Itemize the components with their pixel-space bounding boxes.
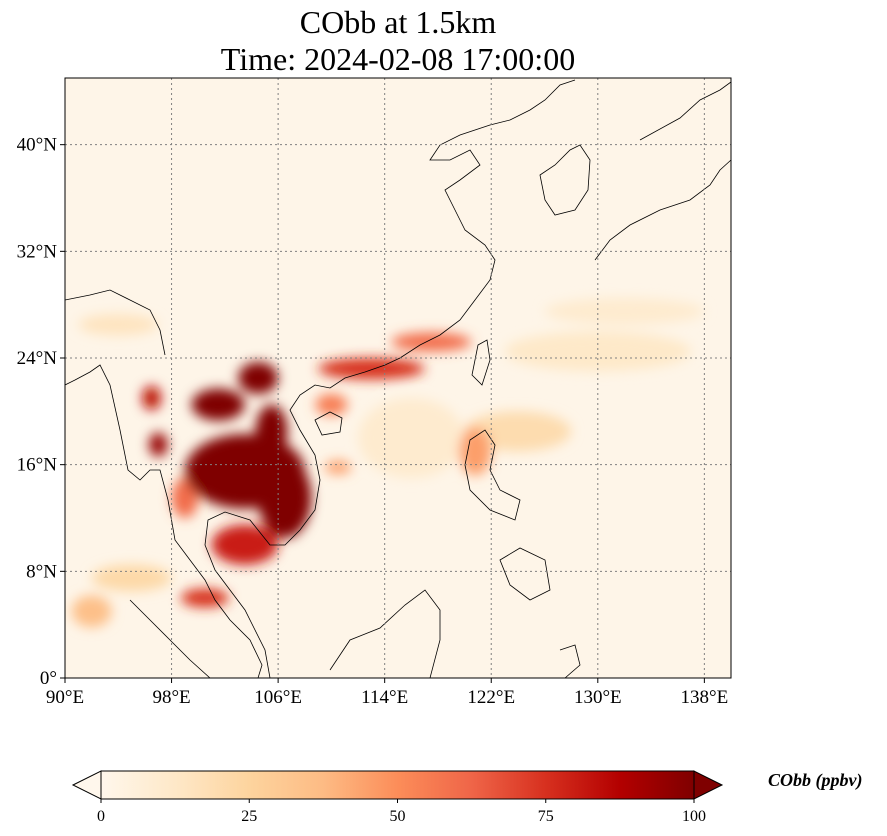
- mainland-coastline: [65, 364, 263, 678]
- concentration-blob: [211, 524, 279, 565]
- concentration-blob: [315, 394, 348, 416]
- longitude-tick-label: 122°E: [467, 687, 515, 708]
- longitude-tick-label: 114°E: [361, 687, 408, 708]
- sulawesi-coastline: [559, 644, 581, 678]
- colorbar-extend-min: [71, 770, 102, 800]
- india-coastline: [65, 289, 166, 356]
- colorbar-tick-label: 0: [97, 808, 105, 825]
- concentration-blob: [255, 404, 288, 459]
- colorbar-tick-label: 25: [241, 808, 257, 825]
- taiwan-coastline: [471, 339, 491, 386]
- coastlines: [65, 79, 731, 678]
- latitude-tick-label: 32°N: [17, 241, 58, 262]
- colorbar-ticks: 0 25 50 75 100: [97, 799, 706, 825]
- concentration-blob: [191, 388, 245, 421]
- colorbar-bar: [100, 770, 695, 800]
- chart-subtitle-time: Time: 2024-02-08 17:00:00: [220, 41, 576, 77]
- latitude-tick-label: 8°N: [26, 561, 57, 582]
- longitude-tick-label: 106°E: [254, 687, 302, 708]
- concentration-blob: [464, 411, 572, 452]
- longitude-tick-label: 98°E: [152, 687, 190, 708]
- concentration-blob: [148, 432, 168, 457]
- concentration-blob: [318, 358, 425, 380]
- hainan-coastline: [314, 411, 343, 436]
- korea-coastline: [539, 144, 591, 216]
- concentration-field: [71, 298, 705, 628]
- concentration-blob: [142, 386, 161, 410]
- concentration-blob: [358, 398, 465, 478]
- longitude-tick-label: 130°E: [574, 687, 622, 708]
- concentration-blob: [258, 458, 312, 538]
- sumatra-coastline: [129, 599, 211, 678]
- concentration-blob: [504, 331, 692, 372]
- latitude-tick-label: 24°N: [17, 348, 58, 369]
- concentration-blob: [459, 427, 492, 476]
- concentration-blob: [544, 298, 705, 325]
- mindanao-coastline: [499, 547, 551, 601]
- concentration-blob: [238, 362, 279, 394]
- japan-coastline: [594, 159, 731, 261]
- concentration-blob: [391, 332, 472, 352]
- map-background: [65, 78, 731, 678]
- latitude-tick-label: 0°: [40, 668, 57, 689]
- latitude-tick-label: 40°N: [17, 135, 58, 156]
- latitude-tick-label: 16°N: [17, 455, 58, 476]
- axis-ticks: 90°E 98°E 106°E 114°E 122°E 130°E 138°E 0° 8°N 16…: [17, 135, 729, 708]
- colorbar: 0 25 50 75 100 CObb (ppbv): [71, 770, 862, 825]
- concentration-blob: [91, 564, 172, 592]
- concentration-blob: [180, 588, 229, 608]
- colorbar-title: CObb (ppbv): [768, 770, 862, 791]
- chart-title: CObb at 1.5km: [299, 4, 497, 40]
- longitude-tick-label: 138°E: [681, 687, 729, 708]
- concentration-blob: [78, 314, 159, 336]
- borneo-coastline: [329, 589, 441, 678]
- map-frame: [64, 77, 732, 679]
- concentration-blob: [71, 595, 112, 628]
- colorbar-extend-max: [693, 770, 724, 800]
- concentration-blob: [324, 460, 352, 475]
- colorbar-tick-label: 100: [682, 808, 706, 825]
- colorbar-tick-label: 75: [538, 808, 554, 825]
- japan-north-coastline: [639, 81, 731, 141]
- colorbar-tick-label: 50: [390, 808, 406, 825]
- longitude-tick-label: 90°E: [46, 687, 84, 708]
